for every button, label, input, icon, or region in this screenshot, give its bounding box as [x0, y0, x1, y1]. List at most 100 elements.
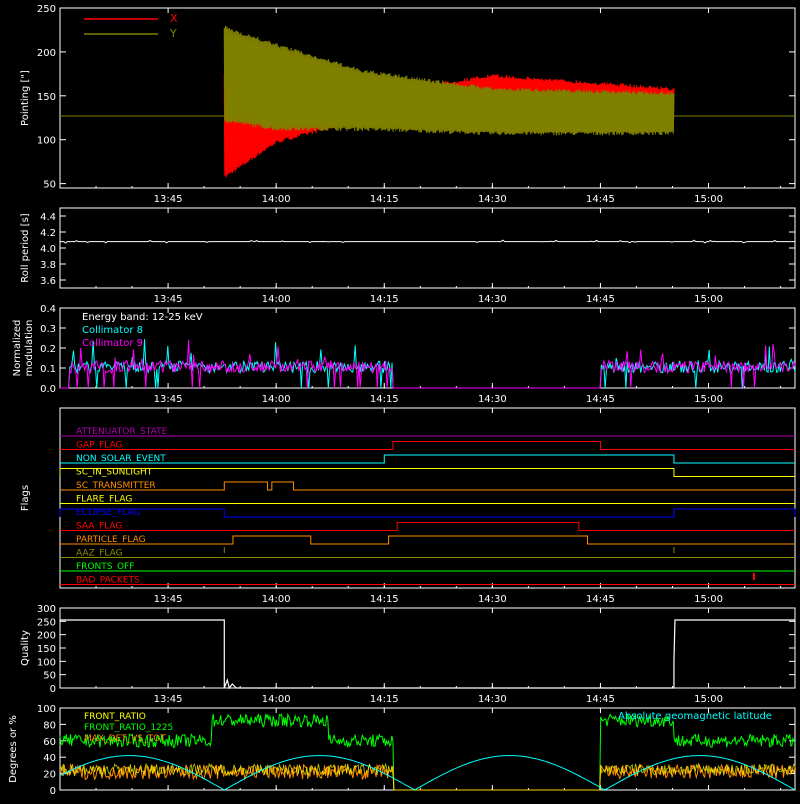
flag-label-bad-packets: BAD_PACKETS: [76, 576, 140, 586]
pointing-ytick-label: 50: [43, 180, 56, 191]
quality-ytick-label: 150: [37, 644, 56, 655]
flag-label-fronts-off: FRONTS_OFF: [76, 562, 134, 572]
ratios-ytick-label: 40: [43, 753, 56, 764]
pointing-xtick-label: 13:45: [154, 194, 183, 205]
flag-label-aaz-flag: AAZ_FLAG: [76, 549, 123, 559]
flag-label-non-solar-event: NON_SOLAR_EVENT: [76, 454, 166, 464]
flags-xtick-label: 14:30: [478, 594, 507, 605]
ratios-legend-geomagnetic-latitude: Absolute geomagnetic latitude: [618, 711, 772, 722]
flag-line-saa-flag: [60, 522, 795, 531]
flags-ylabel: Flags: [20, 485, 31, 511]
flag-label-eclipse-flag: ECLIPSE_FLAG: [76, 508, 140, 518]
roll-ytick-label: 4.0: [40, 244, 56, 255]
quality-ytick-label: 200: [37, 631, 56, 642]
pointing-ytick-label: 150: [37, 92, 56, 103]
pointing-xtick-label: 14:30: [478, 194, 507, 205]
quality-ytick-label: 50: [43, 671, 56, 682]
modulation-ylabel-1: Normalized: [12, 320, 23, 377]
flag-label-gap-flag: GAP_FLAG: [76, 441, 122, 451]
roll-ytick-label: 4.2: [40, 228, 56, 239]
flags-xtick-label: 14:00: [262, 594, 291, 605]
modulation-ytick-label: 0.0: [40, 384, 56, 395]
quality-xtick-label: 14:45: [586, 694, 615, 705]
flag-label-particle-flag: PARTICLE_FLAG: [76, 535, 146, 545]
roll-ytick-label: 4.4: [40, 212, 56, 223]
roll-xtick-label: 14:00: [262, 294, 291, 305]
flag-label-attenuator-state: ATTENUATOR_STATE: [76, 427, 168, 437]
flag-label-sc-in-sunlight: SC_IN_SUNLIGHT: [76, 468, 153, 478]
ratios-series-geomagnetic-latitude: [59, 755, 796, 791]
ratios-ytick-label: 100: [37, 704, 56, 715]
roll-xtick-label: 14:15: [370, 294, 399, 305]
roll-frame: [59, 207, 796, 289]
pointing-xtick-label: 14:15: [370, 194, 399, 205]
quality-ylabel: Quality: [20, 630, 31, 666]
pointing-legend-x: X: [170, 12, 178, 25]
roll-xtick-label: 14:30: [478, 294, 507, 305]
roll-xtick-label: 13:45: [154, 294, 183, 305]
pointing-frame: [59, 7, 796, 189]
modulation-ylabel-2: modulation: [24, 320, 35, 377]
pointing-legend-y: Y: [169, 27, 177, 40]
modulation-xtick-label: 14:15: [370, 394, 399, 405]
flags-xtick-label: 15:00: [694, 594, 723, 605]
quality-ytick-label: 0: [50, 684, 56, 695]
ratios-ytick-label: 80: [43, 720, 56, 731]
modulation-ytick-label: 0.1: [40, 364, 56, 375]
quality-ytick-label: 100: [37, 657, 56, 668]
roll-period-line: [60, 239, 795, 244]
modulation-xtick-label: 13:45: [154, 394, 183, 405]
flag-line-non-solar-event: [60, 454, 795, 464]
roll-ytick-label: 3.8: [40, 260, 56, 271]
modulation-legend-collimator-9: Collimator 9: [82, 338, 143, 349]
modulation-series-collimator-9: [60, 339, 796, 389]
modulation-legend-collimator-8: Collimator 8: [82, 325, 143, 336]
roll-xtick-label: 15:00: [694, 294, 723, 305]
roll-ytick-label: 3.6: [40, 276, 56, 287]
pointing-series-y: [223, 25, 675, 136]
pointing-ytick-label: 250: [37, 4, 56, 15]
modulation-xtick-label: 14:00: [262, 394, 291, 405]
ratios-ytick-label: 60: [43, 737, 56, 748]
pointing-xtick-label: 14:45: [586, 194, 615, 205]
pointing-ytick-label: 200: [37, 48, 56, 59]
quality-xtick-label: 14:15: [370, 694, 399, 705]
quality-line: [60, 619, 795, 690]
ratios-ytick-label: 20: [43, 770, 56, 781]
flag-label-flare-flag: FLARE_FLAG: [76, 495, 132, 505]
flag-line-sc-transmitter: [60, 481, 795, 491]
quality-ytick-label: 300: [37, 604, 56, 615]
quality-xtick-label: 15:00: [694, 694, 723, 705]
ratios-series-max-det-vs-tot: [59, 763, 796, 791]
modulation-ytick-label: 0.4: [40, 304, 56, 315]
flags-frame: [59, 407, 796, 589]
ratios-series-front-ratio: [59, 762, 796, 791]
modulation-xtick-label: 15:00: [694, 394, 723, 405]
quality-ytick-label: 250: [37, 617, 56, 628]
ratios-legend-max-det-vs-tot: MAX_DET_VS_TOT: [84, 734, 166, 744]
flags-xtick-label: 14:45: [586, 594, 615, 605]
ratios-ytick-label: 0: [50, 786, 56, 797]
roll-ylabel: Roll period [s]: [20, 213, 31, 282]
quality-xtick-label: 13:45: [154, 694, 183, 705]
quality-xtick-label: 14:00: [262, 694, 291, 705]
pointing-ylabel: Pointing ["]: [20, 70, 31, 126]
modulation-energy-band-label: Energy band: 12-25 keV: [82, 312, 203, 323]
quality-xtick-label: 14:30: [478, 694, 507, 705]
ratios-ylabel: Degrees or %: [8, 715, 19, 783]
pointing-xtick-label: 14:00: [262, 194, 291, 205]
ratios-legend-front-ratio-1225: FRONT_RATIO_1225: [84, 723, 173, 733]
flag-label-sc-transmitter: SC_TRANSMITTER: [76, 481, 156, 491]
pointing-xtick-label: 15:00: [694, 194, 723, 205]
flags-xtick-label: 13:45: [154, 594, 183, 605]
flag-line-eclipse-flag: [59, 508, 796, 518]
modulation-xtick-label: 14:30: [478, 394, 507, 405]
modulation-ytick-label: 0.2: [40, 344, 56, 355]
modulation-xtick-label: 14:45: [586, 394, 615, 405]
flag-line-sc-in-sunlight: [59, 468, 795, 477]
pointing-ytick-label: 100: [37, 136, 56, 147]
flags-xtick-label: 14:15: [370, 594, 399, 605]
flag-label-saa-flag: SAA_FLAG: [76, 522, 122, 532]
